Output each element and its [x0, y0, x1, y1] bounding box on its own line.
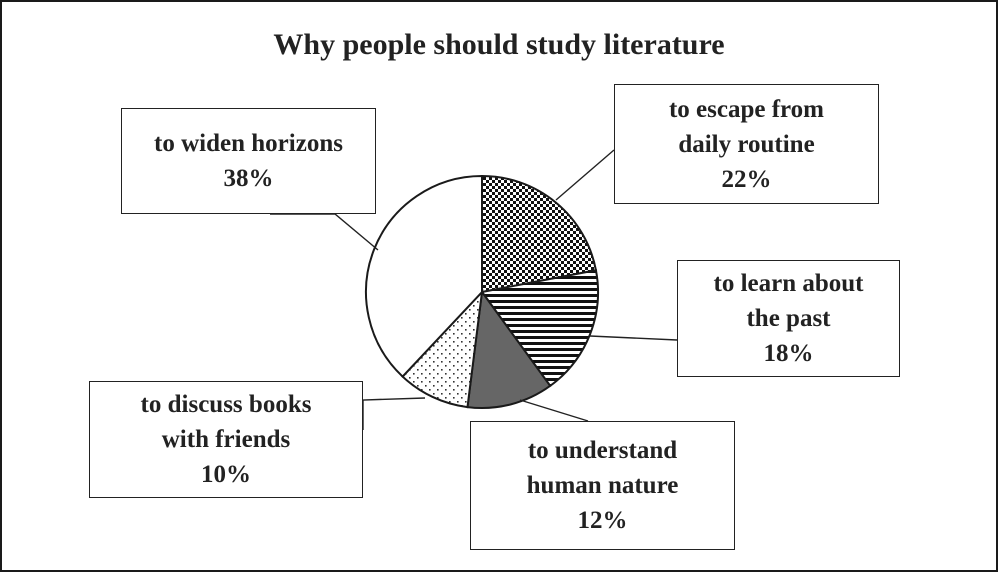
callout-escape-routine: to escape from daily routine 22% — [614, 84, 879, 204]
callout-widen-horizons: to widen horizons 38% — [121, 108, 376, 214]
callout-discuss-books: to discuss books with friends 10% — [89, 381, 363, 498]
callout-text-line: human nature — [526, 472, 679, 499]
leader-line-2 — [519, 399, 589, 422]
callout-learn-past: to learn about the past 18% — [677, 260, 900, 377]
pie-slice-0 — [481, 174, 598, 294]
callout-human-nature: to understand human nature 12% — [470, 421, 735, 550]
leader-line-1 — [589, 335, 678, 341]
leader-line-3 — [362, 397, 426, 430]
pie-slice-3 — [401, 289, 484, 409]
callout-text-line: the past — [746, 305, 831, 332]
callout-value: 10% — [201, 461, 251, 488]
callout-text-line: to learn about — [713, 270, 864, 297]
callout-text-line: daily routine — [678, 130, 815, 158]
chart-title: Why people should study literature — [273, 28, 725, 61]
callout-value: 38% — [223, 165, 274, 192]
pie-slice-1 — [480, 269, 599, 388]
callout-text-line: to escape from — [668, 95, 825, 123]
callout-text-line: to widen horizons — [154, 130, 343, 157]
leader-line-0 — [555, 149, 615, 201]
callout-text-line: to discuss books — [140, 391, 312, 418]
pie-slice-2 — [466, 289, 552, 409]
callout-text-line: to understand — [527, 437, 678, 464]
callout-text-line: with friends — [161, 426, 291, 453]
pie-slice-4 — [365, 174, 483, 378]
leader-line-4 — [270, 213, 379, 251]
callout-value: 22% — [721, 165, 772, 193]
callout-value: 12% — [577, 507, 628, 534]
callout-value: 18% — [763, 340, 814, 367]
